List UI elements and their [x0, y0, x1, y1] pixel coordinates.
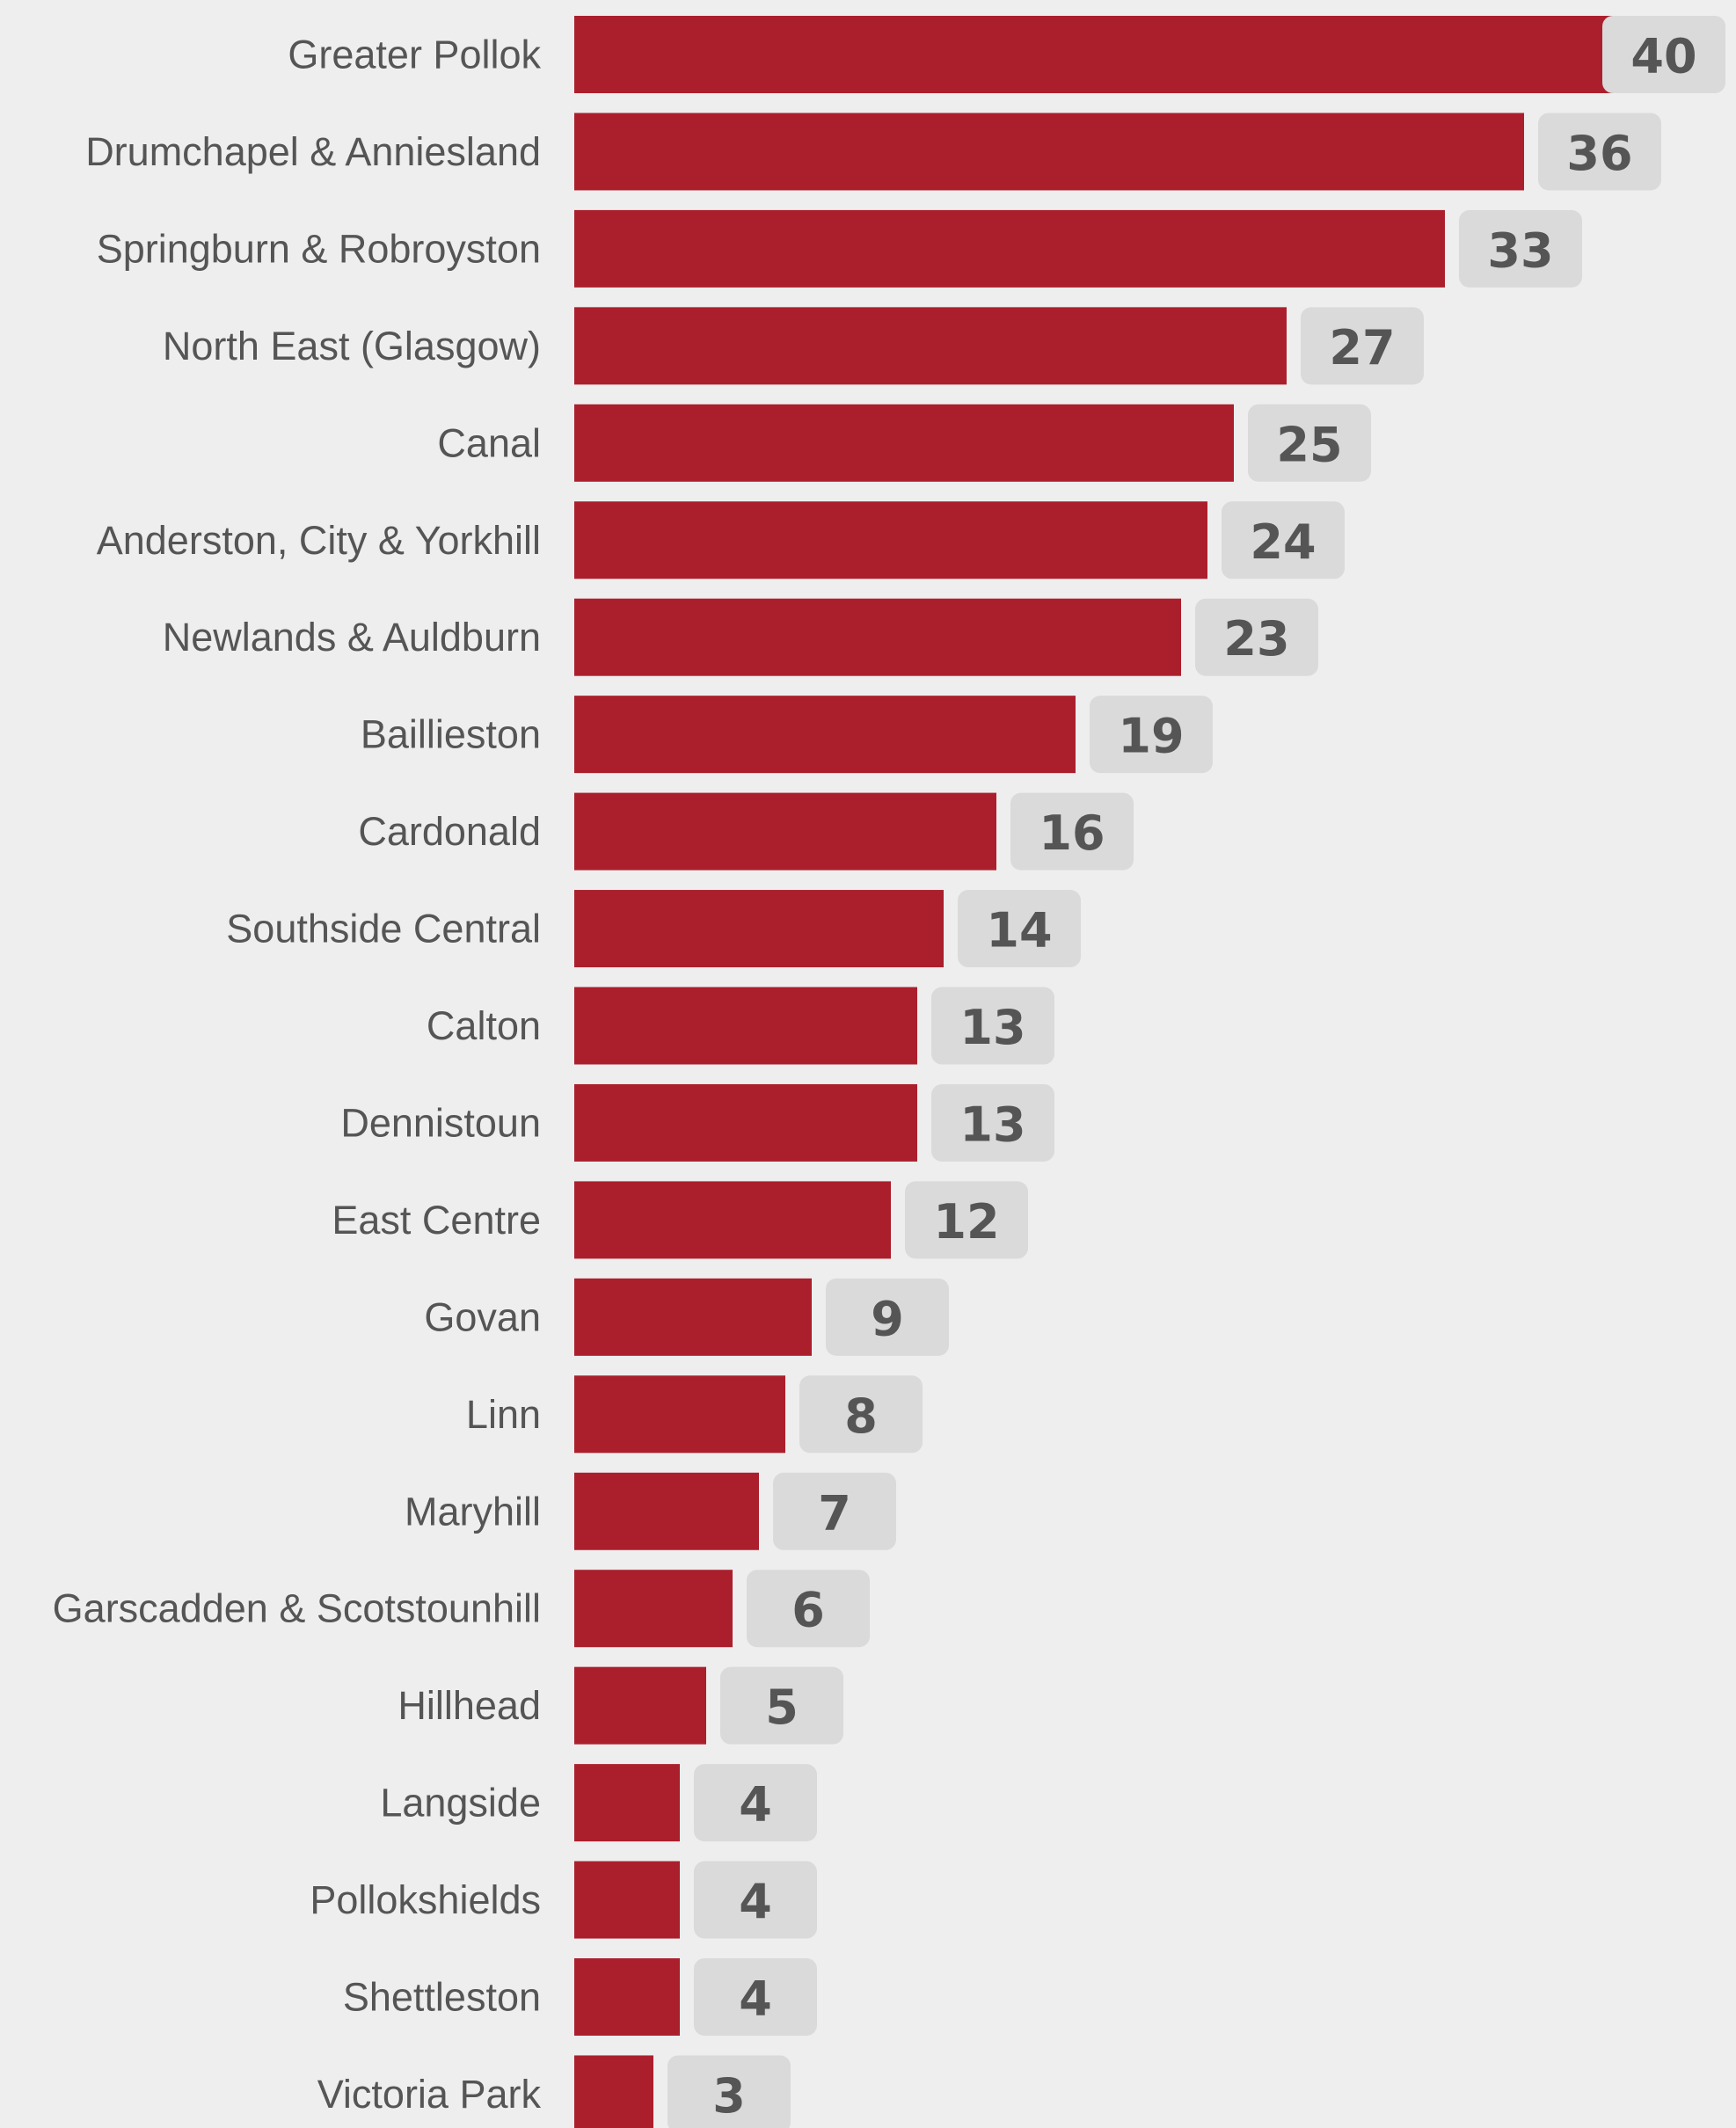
value-label-box [667, 2055, 791, 2128]
bar [574, 1666, 706, 1745]
category-label: North East (Glasgow) [163, 324, 541, 368]
value-label: 13 [959, 1097, 1025, 1152]
bar [574, 696, 1076, 774]
bar [574, 307, 1287, 385]
value-label: 36 [1566, 126, 1632, 181]
bar [574, 987, 917, 1065]
category-label: Langside [380, 1781, 541, 1826]
bar [574, 2055, 653, 2128]
category-label: East Centre [332, 1198, 541, 1243]
value-label-box [958, 890, 1081, 968]
bar [574, 1472, 759, 1550]
category-label: Linn [466, 1392, 541, 1437]
value-label: 13 [959, 1000, 1025, 1055]
category-label: Dennistoun [340, 1100, 541, 1145]
value-label-box [1222, 501, 1345, 579]
bar [574, 1861, 680, 1939]
category-label: Anderston, City & Yorkhill [97, 518, 541, 563]
bar [574, 598, 1181, 676]
value-label-box [931, 1083, 1054, 1162]
category-label: Pollokshields [310, 1877, 541, 1922]
value-label-box [1195, 598, 1318, 676]
value-label-box [720, 1666, 843, 1745]
value-label: 4 [739, 1971, 772, 2027]
category-label: Maryhill [405, 1489, 541, 1534]
value-label: 8 [844, 1388, 878, 1444]
value-label: 33 [1487, 222, 1553, 278]
category-label: Victoria Park [317, 2072, 542, 2117]
value-label: 12 [933, 1194, 999, 1250]
category-label: Calton [427, 1003, 541, 1048]
value-label: 14 [986, 903, 1052, 958]
category-label: Govan [424, 1294, 541, 1339]
value-label: 27 [1329, 320, 1395, 375]
value-label: 24 [1250, 514, 1316, 570]
value-label-box [773, 1472, 896, 1550]
value-label: 3 [712, 2068, 746, 2124]
category-label: Springburn & Robroyston [97, 226, 541, 271]
value-label: 5 [765, 1680, 799, 1735]
value-label-box [1538, 113, 1661, 191]
value-label-box [931, 987, 1054, 1065]
value-label-box [1602, 16, 1725, 93]
value-label-box [826, 1278, 949, 1356]
bar [574, 890, 944, 968]
value-label-box [1010, 792, 1134, 871]
bar [574, 1570, 733, 1648]
category-label: Cardonald [358, 809, 541, 854]
value-label-box [747, 1570, 870, 1648]
bar [574, 501, 1207, 579]
category-label: Hillhead [398, 1683, 541, 1728]
value-label-box [694, 1861, 817, 1939]
value-label-box [1459, 209, 1582, 288]
bar [574, 1764, 680, 1842]
category-label: Newlands & Auldburn [163, 615, 541, 660]
category-label: Garscadden & Scotstounhill [53, 1586, 541, 1631]
bars [574, 16, 1630, 2128]
value-label: 25 [1276, 417, 1342, 472]
bar [574, 1958, 680, 2036]
value-label: 16 [1039, 805, 1105, 861]
category-label: Greater Pollok [288, 33, 541, 77]
value-label: 4 [739, 1874, 772, 1929]
value-label: 4 [739, 1777, 772, 1833]
value-label: 7 [818, 1485, 851, 1541]
value-label-box [1301, 307, 1424, 385]
category-label: Drumchapel & Anniesland [85, 129, 541, 174]
category-label: Shettleston [343, 1975, 541, 2020]
value-label-boxes [667, 16, 1725, 2128]
bar [574, 404, 1234, 482]
category-label: Baillieston [361, 712, 541, 757]
value-label: 6 [791, 1583, 825, 1638]
value-label: 19 [1118, 709, 1184, 764]
value-label-box [1090, 696, 1213, 774]
value-label-box [799, 1375, 923, 1454]
bar [574, 1278, 812, 1356]
value-label-box [694, 1764, 817, 1842]
bar [574, 792, 996, 871]
category-label: Southside Central [226, 907, 541, 951]
category-labels: Greater Pollok Drumchapel & Anniesland Spr… [53, 33, 542, 2117]
category-label: Canal [437, 420, 541, 465]
value-label-box [905, 1181, 1028, 1259]
bar [574, 113, 1524, 191]
bar [574, 209, 1445, 288]
bar [574, 1375, 785, 1454]
value-label-box [694, 1958, 817, 2036]
bar [574, 1083, 917, 1162]
value-label-box [1248, 404, 1371, 482]
bar [574, 16, 1630, 93]
value-label: 9 [871, 1291, 904, 1346]
value-label: 23 [1223, 611, 1289, 667]
bar [574, 1181, 891, 1259]
value-label: 40 [1630, 29, 1696, 84]
